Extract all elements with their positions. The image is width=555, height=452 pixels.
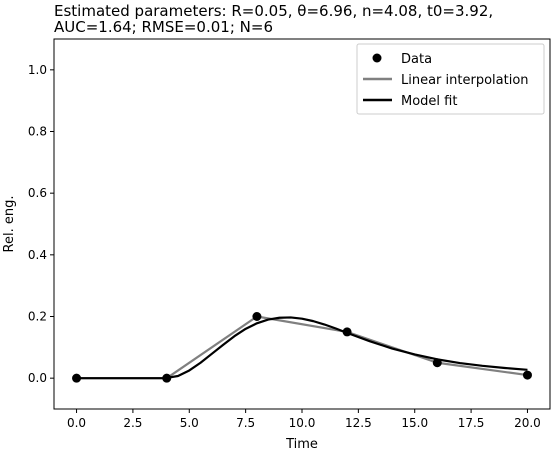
y-tick-label: 0.6 (28, 186, 47, 200)
legend-label-model-fit: Model fit (401, 94, 457, 109)
legend-label-linear-interpolation: Linear interpolation (401, 73, 529, 88)
y-tick-label: 1.0 (28, 63, 47, 77)
legend-marker-data (372, 53, 382, 63)
series-line-linear-interpolation (76, 315, 528, 380)
plot-area (72, 312, 532, 383)
y-tick-label: 0.0 (28, 371, 47, 385)
y-tick-label: 0.2 (28, 310, 47, 324)
x-tick-label: 15.0 (401, 416, 428, 430)
legend-box (356, 43, 545, 115)
x-axis-label: Time (285, 437, 318, 452)
series-line-model-fit (76, 316, 528, 380)
y-tick-label: 0.8 (28, 125, 47, 139)
y-axis-ticks: 0.0 0.2 0.4 0.6 0.8 1.0 (28, 63, 54, 385)
x-tick-label: 10.0 (289, 416, 316, 430)
y-axis-label: Rel. eng. (2, 196, 17, 253)
data-point (342, 327, 352, 337)
x-tick-label: 0.0 (67, 416, 86, 430)
chart-title-line-2: AUC=1.64; RMSE=0.01; N=6 (54, 18, 273, 36)
x-axis-ticks: 0.0 2.5 5.0 7.5 10.0 12.5 15.0 17.5 20.0 (67, 409, 541, 430)
data-point (252, 312, 262, 321)
data-point (72, 373, 82, 383)
x-tick-label: 17.5 (458, 416, 485, 430)
data-point (522, 370, 532, 380)
y-tick-label: 0.4 (28, 248, 47, 262)
x-tick-label: 5.0 (180, 416, 199, 430)
x-tick-label: 2.5 (123, 416, 142, 430)
x-tick-label: 7.5 (236, 416, 255, 430)
chart-title-line-1: Estimated parameters: R=0.05, θ=6.96, n=… (54, 2, 493, 20)
x-tick-label: 20.0 (514, 416, 541, 430)
x-tick-label: 12.5 (345, 416, 372, 430)
data-point (162, 373, 172, 383)
legend: Data Linear interpolation Model fit (356, 43, 545, 115)
data-point (432, 358, 442, 368)
legend-label-data: Data (401, 52, 432, 67)
